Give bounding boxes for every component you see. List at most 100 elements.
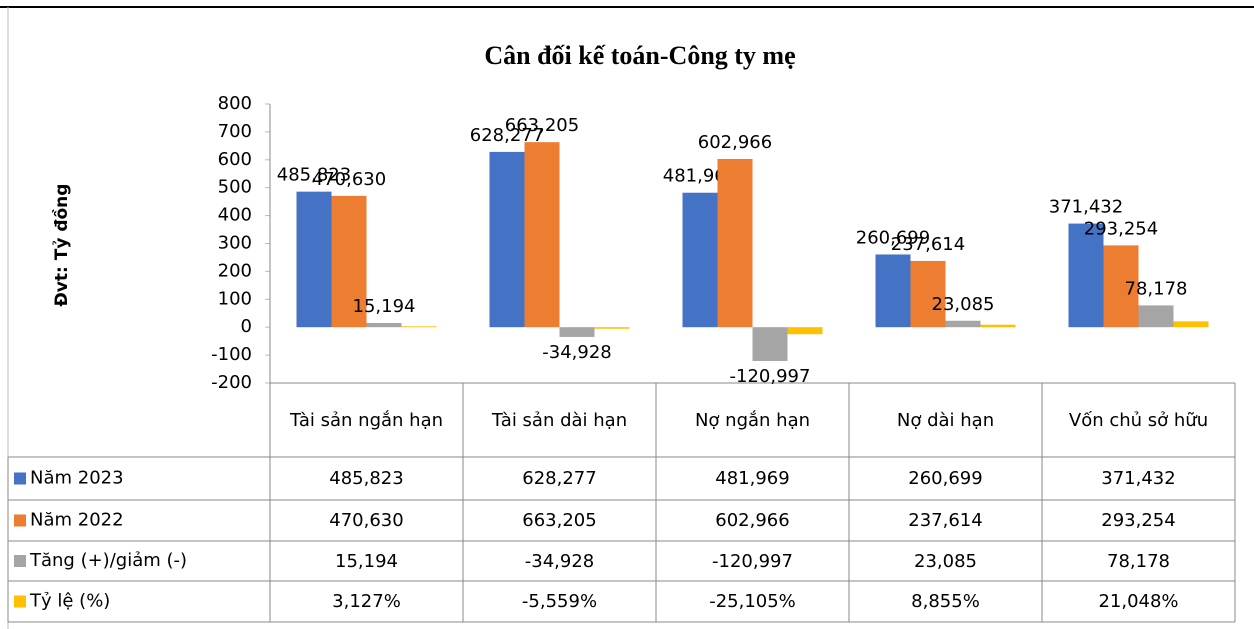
table-cell-box: 293,254 [1101,510,1176,531]
table-cell: 293,254 [1101,510,1176,531]
table-cell-box: 481,969 [715,468,790,489]
chart-title: Cân đối kế toán-Công ty mẹ [484,41,795,70]
table-cell-box: 371,432 [1101,468,1176,489]
table-cell-box: -25,105% [709,591,796,612]
table-cell: 3,127% [332,591,401,612]
y-tick-label: 0 [241,316,252,337]
bar [1173,321,1209,328]
y-tick-label: 700 [218,121,252,142]
table-cell-box: 237,614 [908,510,983,531]
table-cell: 23,085 [914,550,977,572]
x-tick-label-box: Vốn chủ sở hữu [1068,409,1209,431]
data-label: 78,178 [1125,278,1188,299]
x-tick-label-box: Tài sản dài hạn [491,409,628,431]
x-tick-label: Nợ ngắn hạn [694,409,811,431]
data-label: 485,823 [277,165,351,186]
data-label: 663,205 [505,115,579,136]
x-tick-label: Tài sản ngắn hạn [289,409,444,431]
bar [401,326,437,328]
table-cell: -25,105% [709,591,796,612]
table-cell: 628,277 [522,468,597,489]
table-cell: -5,559% [521,591,598,612]
bar [524,142,560,328]
table-cell-box: 628,277 [522,468,597,489]
table-cell: -34,928 [524,550,595,572]
data-label: 293,254 [1084,218,1158,239]
table-cell-box: 3,127% [332,591,401,612]
table-cell: 602,966 [715,510,790,531]
data-label: 602,966 [698,132,772,153]
table-cell-box: 21,048% [1098,591,1179,612]
data-label: -120,997 [730,366,811,387]
y-tick-label: 800 [218,93,252,114]
legend-label: Năm 2023 [30,468,124,489]
table-cell-box: 8,855% [911,591,980,612]
table-cell: 260,699 [908,468,983,489]
data-label: 371,432 [1049,197,1123,218]
x-tick-label: Nợ dài hạn [896,409,995,431]
x-tick-label-box: Nợ ngắn hạn [694,409,811,431]
table-cell-box: -5,559% [521,591,598,612]
y-tick-label: 500 [218,177,252,198]
data-label: 260,699 [856,227,930,248]
y-tick-label: 100 [218,288,252,309]
data-label: 470,630 [312,169,386,190]
table-cell: 663,205 [522,510,597,531]
table-cell: -120,997 [712,550,793,572]
bar [1103,245,1139,328]
table-cell-box: -120,997 [712,550,793,572]
table-cell-box: 260,699 [908,468,983,489]
data-label: 237,614 [891,234,965,255]
y-tick-label: -100 [211,344,252,365]
table-cell-box: 78,178 [1107,551,1170,572]
table-cell: 8,855% [911,591,980,612]
y-axis-title: Đvt: Tỷ đồng [51,184,72,307]
table-cell: 485,823 [329,468,404,489]
legend-swatch [14,472,26,485]
bar [682,192,718,328]
y-tick-label: 300 [218,233,252,254]
x-tick-label: Tài sản dài hạn [491,409,628,431]
table-cell-box: 15,194 [335,550,398,572]
table-cell: 237,614 [908,510,983,531]
legend-swatch [14,514,26,527]
table-cell-box: 470,630 [329,510,404,531]
table-cell-box: 663,205 [522,510,597,531]
data-label: 15,194 [353,296,416,317]
bar [910,260,946,328]
data-label: 23,085 [932,294,995,315]
data-label: 628,277 [470,125,544,146]
bar [875,254,911,328]
table-cell-box: 602,966 [715,510,790,531]
bar [594,327,630,329]
bar [787,327,823,335]
table-cell: 15,194 [335,550,398,572]
table-cell-box: 23,085 [914,550,977,572]
bar [331,195,367,328]
y-tick-label: 600 [218,149,252,170]
bar [366,322,402,328]
table-cell: 470,630 [329,510,404,531]
data-label: -34,928 [542,342,611,363]
bar [1138,305,1174,328]
bar [752,327,788,361]
legend-label: Năm 2022 [30,510,124,531]
bar [945,320,981,328]
legend-swatch [14,555,26,567]
legend-label: Tăng (+)/giảm (-) [29,550,187,571]
bar [717,158,753,328]
y-tick-label: 400 [218,205,252,226]
bar [489,151,525,328]
table-cell: 371,432 [1101,468,1176,489]
table-cell-box: 485,823 [329,468,404,489]
table-cell: 481,969 [715,468,790,489]
x-tick-label-box: Nợ dài hạn [896,409,995,431]
bar [296,191,332,328]
table-cell: 21,048% [1098,591,1179,612]
x-tick-label: Vốn chủ sở hữu [1068,409,1209,431]
y-tick-label: -200 [211,372,252,393]
bar [1068,223,1104,328]
table-cell-box: -34,928 [524,550,595,572]
legend-swatch [14,595,26,608]
